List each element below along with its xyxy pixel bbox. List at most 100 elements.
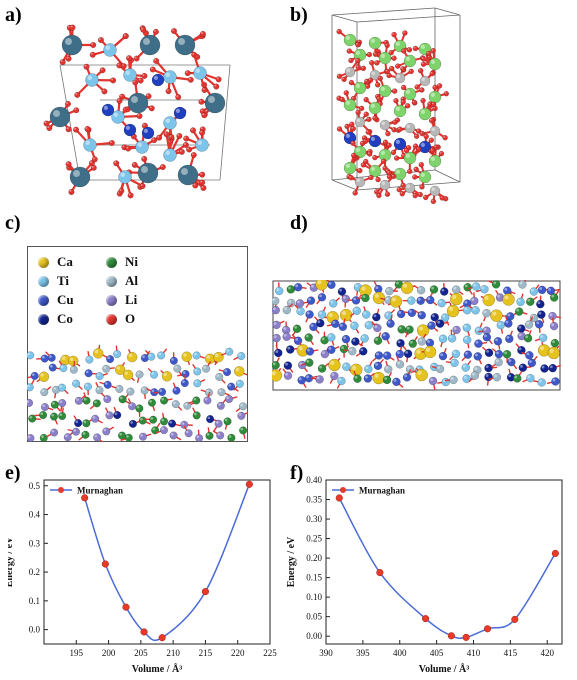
y-axis-label: Energy / eV — [286, 536, 297, 587]
x-tick-label: 220 — [231, 648, 245, 658]
oxygen-atom — [91, 156, 98, 163]
slab-atom — [105, 411, 114, 420]
slab-atom — [538, 333, 548, 343]
legend-label: Cu — [57, 292, 74, 307]
oxygen-atom — [110, 77, 117, 84]
atom-highlight — [128, 353, 133, 358]
oxygen-atom — [213, 83, 220, 90]
atom-highlight — [299, 362, 303, 366]
atom-highlight — [345, 100, 350, 105]
atom-highlight — [86, 356, 90, 360]
data-point — [376, 568, 384, 577]
slab-atom — [396, 309, 406, 319]
oxygen-atom — [153, 57, 160, 64]
atom-highlight — [395, 41, 400, 47]
atom-highlight — [520, 364, 523, 368]
oxygen-atom — [141, 72, 148, 80]
metal-atom — [429, 125, 441, 137]
legend-item-ti: Ti — [38, 273, 69, 289]
oxygen-atom — [430, 47, 436, 54]
atom-highlight — [158, 352, 162, 356]
heavy-atom — [127, 92, 149, 114]
atom-highlight — [356, 65, 359, 68]
atom-highlight — [84, 64, 87, 67]
oxygen-atom — [362, 158, 369, 165]
oxygen-atom — [380, 158, 387, 164]
metal-atom — [353, 145, 367, 159]
slab-atom — [547, 346, 561, 360]
heavy-atom — [69, 166, 91, 188]
slab-atom — [180, 420, 189, 429]
oxygen-atom — [201, 112, 208, 119]
atom-highlight — [473, 283, 477, 287]
atom-highlight — [208, 96, 215, 103]
atom-highlight — [464, 307, 468, 311]
atom-highlight — [360, 141, 363, 144]
oxygen-atom — [116, 62, 123, 69]
metal-atom — [418, 107, 432, 121]
slab-atom — [540, 364, 549, 373]
oxygen-atom — [139, 182, 146, 190]
atom-highlight — [365, 79, 367, 82]
slab-atom — [135, 370, 144, 379]
atom-highlight — [370, 166, 375, 171]
oxygen-atom — [184, 70, 191, 77]
atom-highlight — [430, 92, 435, 97]
atom-highlight — [184, 136, 187, 139]
metal-atom — [344, 66, 356, 78]
slab-atom — [285, 345, 295, 354]
atom-highlight — [438, 300, 442, 304]
atom-highlight — [385, 169, 388, 171]
slab-atom — [126, 387, 135, 396]
atom-highlight — [199, 99, 202, 102]
atom-highlight — [138, 78, 141, 81]
heavy-atom — [139, 34, 161, 56]
atom-highlight — [173, 401, 176, 405]
slab-atom — [502, 293, 515, 306]
co-dot-icon — [38, 313, 49, 325]
atom-highlight — [536, 321, 540, 325]
co-atom — [123, 123, 137, 137]
atom-highlight — [283, 327, 287, 331]
atom-highlight — [427, 340, 430, 343]
legend-label: Al — [125, 273, 138, 288]
atom-highlight — [173, 388, 177, 391]
atom-highlight — [392, 89, 395, 92]
slab-atom — [549, 293, 559, 302]
atom-highlight — [183, 142, 186, 145]
fit-curve — [83, 484, 251, 642]
atom-highlight — [387, 73, 390, 76]
slab-atom — [482, 308, 491, 318]
data-point — [81, 494, 89, 502]
oxygen-atom — [429, 70, 436, 77]
slab-atom — [382, 351, 392, 360]
atom-highlight — [406, 326, 410, 330]
legend-label: Li — [125, 292, 138, 307]
atom-highlight — [414, 134, 417, 137]
slab-atom — [91, 414, 100, 423]
atom-highlight — [174, 365, 178, 369]
atom-highlight — [472, 372, 475, 376]
oxygen-atom — [348, 57, 354, 64]
oxygen-atom — [406, 168, 413, 175]
slab-atom — [40, 354, 49, 363]
chart-f: 390 395 400 405 410 415 420 0.00 0.05 0.10 0.15 0.2… — [286, 475, 563, 675]
slab-atom — [437, 298, 446, 308]
slab-atom — [462, 305, 472, 315]
atom-highlight — [527, 298, 531, 302]
slab-atom — [408, 339, 418, 348]
oxygen-atom — [352, 190, 358, 196]
slab-atom — [338, 322, 348, 332]
atom-highlight — [171, 358, 174, 361]
atom-highlight — [343, 336, 346, 340]
metal-atom — [393, 104, 407, 118]
atom-highlight — [169, 420, 173, 424]
atom-highlight — [401, 67, 403, 69]
atom-highlight — [476, 327, 479, 331]
slab-atom — [27, 351, 35, 360]
atom-highlight — [298, 377, 302, 381]
slab-atom — [328, 299, 338, 308]
oxygen-atom — [391, 31, 397, 38]
slab-atom — [331, 319, 340, 329]
oxygen-atom — [422, 194, 429, 201]
